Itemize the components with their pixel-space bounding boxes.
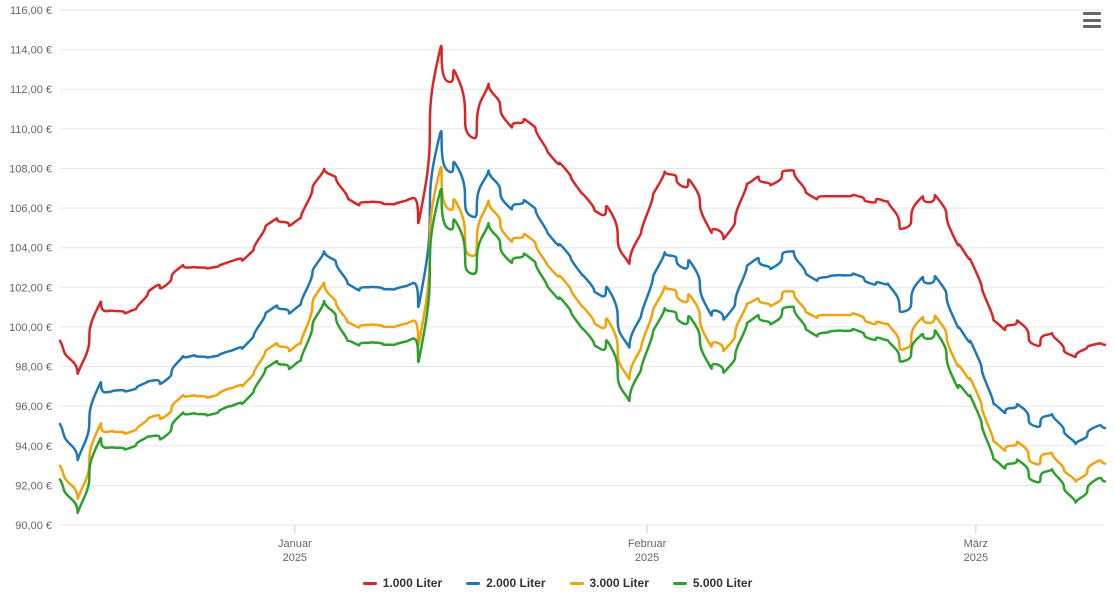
x-axis-sublabel: 2025 <box>964 552 988 564</box>
y-axis-label: 92,00 € <box>15 480 52 492</box>
series-line[interactable] <box>60 167 1105 499</box>
y-axis-label: 112,00 € <box>10 84 52 96</box>
series-line[interactable] <box>60 131 1105 460</box>
legend-item[interactable]: 2.000 Liter <box>466 576 545 590</box>
y-axis-label: 110,00 € <box>10 124 52 136</box>
legend-label: 2.000 Liter <box>486 576 545 590</box>
x-axis-label: Januar <box>278 538 312 550</box>
x-axis-label: Februar <box>628 538 667 550</box>
series-line[interactable] <box>60 189 1105 513</box>
y-axis-label: 106,00 € <box>9 203 52 215</box>
x-axis-label: März <box>964 538 988 550</box>
y-axis-label: 102,00 € <box>9 282 52 294</box>
legend-label: 5.000 Liter <box>693 576 752 590</box>
y-axis-label: 104,00 € <box>9 243 52 255</box>
legend-swatch <box>570 582 584 585</box>
y-axis-label: 98,00 € <box>15 362 52 374</box>
legend-label: 1.000 Liter <box>383 576 442 590</box>
x-axis-sublabel: 2025 <box>635 552 659 564</box>
legend-swatch <box>363 582 377 585</box>
legend-swatch <box>466 582 480 585</box>
y-axis-label: 108,00 € <box>9 163 52 175</box>
chart-menu-button[interactable] <box>1081 10 1103 30</box>
legend-item[interactable]: 5.000 Liter <box>673 576 752 590</box>
x-axis-sublabel: 2025 <box>283 552 307 564</box>
y-axis-label: 100,00 € <box>9 322 52 334</box>
y-axis-label: 90,00 € <box>15 520 52 532</box>
y-axis-label: 116,00 € <box>10 5 52 17</box>
y-axis-label: 114,00 € <box>10 45 52 57</box>
legend-label: 3.000 Liter <box>590 576 649 590</box>
series-line[interactable] <box>60 46 1105 374</box>
legend-swatch <box>673 582 687 585</box>
legend-item[interactable]: 3.000 Liter <box>570 576 649 590</box>
price-line-chart: 90,00 € 92,00 € 94,00 € 96,00 € 98,00 € 100,0… <box>0 0 1115 608</box>
y-axis-label: 94,00 € <box>15 441 52 453</box>
y-axis-label: 96,00 € <box>15 401 52 413</box>
legend: 1.000 Liter 2.000 Liter 3.000 Liter 5.000 L… <box>0 572 1115 591</box>
legend-item[interactable]: 1.000 Liter <box>363 576 442 590</box>
chart-container: 90,00 € 92,00 € 94,00 € 96,00 € 98,00 € 100,0… <box>0 0 1115 608</box>
